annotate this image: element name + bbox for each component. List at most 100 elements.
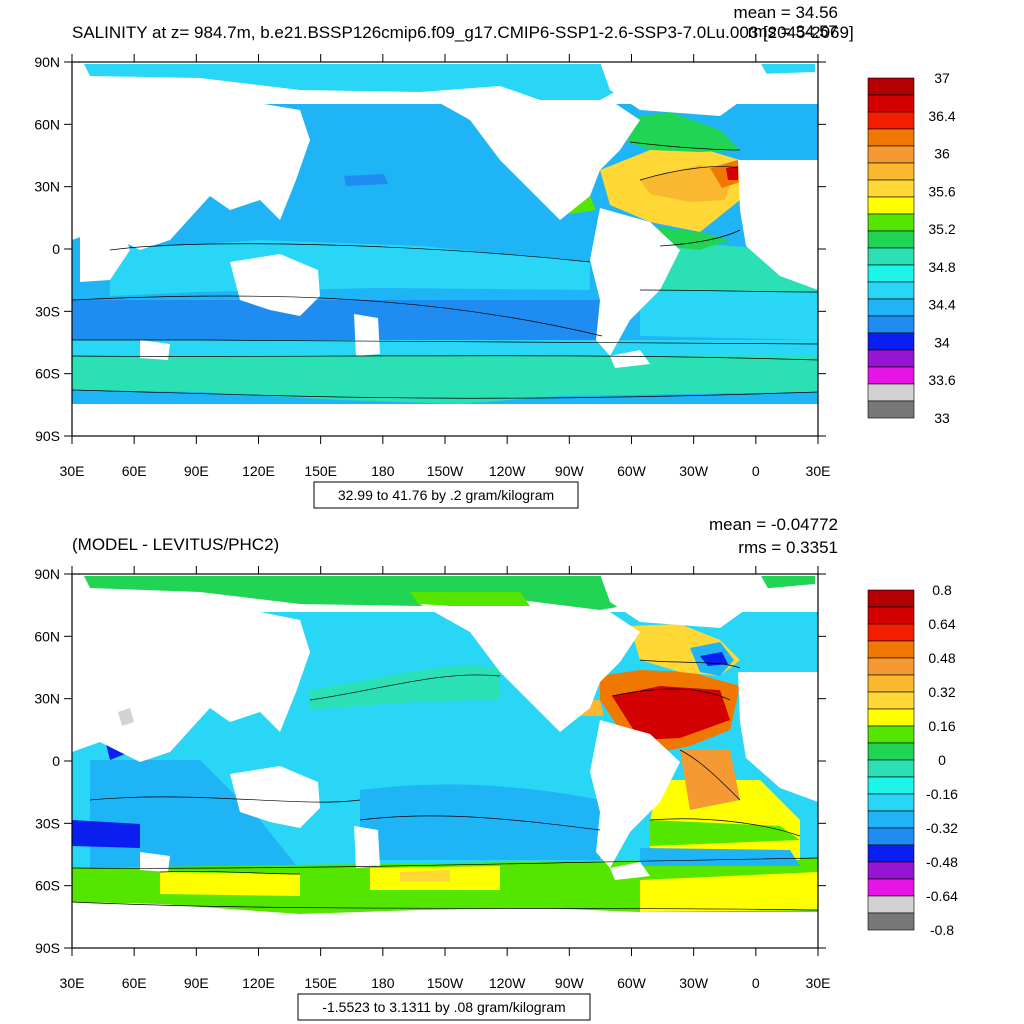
lon-tick-label: 150W	[427, 975, 464, 991]
colorbar-swatch	[867, 383, 915, 402]
contour-info-box	[297, 993, 591, 1021]
salinity-band	[640, 872, 818, 912]
mediterranean-outflow	[726, 166, 738, 180]
colorbar-swatch	[867, 776, 915, 795]
contour-lines	[71, 659, 819, 911]
colorbar-label: 0	[938, 752, 946, 768]
difference-panel: (MODEL - LEVITUS/PHC2) mean = -0.04772 r…	[34, 515, 958, 1021]
lat-tick-label: 90N	[34, 566, 60, 582]
lat-tick-label: 30S	[35, 303, 60, 319]
mean-label: mean = -0.04772	[709, 515, 838, 534]
lon-tick-label: 90E	[184, 463, 209, 479]
colorbar-swatch	[867, 179, 915, 198]
colorbar-label: 35.6	[928, 183, 955, 199]
land-mask-gray	[118, 708, 134, 726]
lat-tick-label: 0	[52, 753, 60, 769]
africa-land	[80, 220, 130, 282]
salinity-band	[360, 784, 600, 860]
lat-tick-label: 60S	[35, 878, 60, 894]
salinity-band	[700, 652, 728, 666]
lon-tick-label: 180	[371, 463, 395, 479]
colorbar-label: 0.16	[928, 718, 955, 734]
colorbar-swatch	[867, 145, 915, 164]
colorbar-swatch	[867, 247, 915, 266]
lon-tick-label: 90E	[184, 975, 209, 991]
lon-tick-label: 30E	[806, 975, 831, 991]
salinity-band	[628, 112, 740, 152]
salinity-band	[72, 300, 602, 340]
colorbar-swatch	[867, 111, 915, 130]
colorbar-label: 0.64	[928, 616, 955, 632]
colorbar-label: -0.16	[926, 786, 958, 802]
colorbar-swatch	[867, 77, 915, 96]
colorbar-swatch	[867, 895, 915, 914]
lon-tick-label: 90W	[555, 463, 585, 479]
arctic-band	[410, 592, 530, 606]
latitude-axis: 90N 60N 30N 0 30S 60S 90S	[34, 54, 826, 444]
lon-tick-label: 30E	[60, 975, 85, 991]
colorbar-label: 0.32	[928, 684, 955, 700]
lon-tick-label: 120W	[489, 975, 526, 991]
salinity-band	[640, 848, 800, 866]
africa-east-land	[738, 160, 818, 290]
salinity-band	[640, 165, 735, 202]
colorbar-label: 36.4	[928, 108, 955, 124]
lon-tick-label: 180	[371, 975, 395, 991]
lon-tick-label: 0	[752, 463, 760, 479]
colorbar-swatch	[867, 281, 915, 300]
lon-tick-label: 150W	[427, 463, 464, 479]
colorbar-swatch	[867, 128, 915, 147]
lon-tick-label: 30W	[679, 463, 709, 479]
greenland-land	[600, 574, 770, 628]
australia-land	[230, 766, 320, 828]
colorbar: 37 36.4 36 35.6 35.2 34.8 34.4 34 33.6 33	[867, 70, 956, 426]
colorbar-swatch	[867, 793, 915, 812]
salinity-band	[72, 820, 140, 848]
salinity-band	[400, 870, 450, 882]
colorbar-swatch	[867, 162, 915, 181]
drake-passage-land	[610, 350, 650, 368]
lon-tick-label: 120W	[489, 463, 526, 479]
mean-label: mean = 34.56	[734, 3, 838, 22]
longitude-axis: 30E 60E 90E 120E 150E 180 150W 120W 90W 60W 30W 0 30…	[60, 566, 831, 991]
colorbar-label: -0.32	[926, 820, 958, 836]
lon-tick-label: 0	[752, 975, 760, 991]
lon-tick-label: 150E	[304, 463, 337, 479]
lon-tick-label: 120E	[242, 975, 275, 991]
lon-tick-label: 150E	[304, 975, 337, 991]
contour-info-box	[313, 481, 579, 509]
colorbar-swatch	[867, 230, 915, 249]
colorbar-label: -0.64	[926, 888, 958, 904]
lat-tick-label: 60N	[34, 116, 60, 132]
panel-title: (MODEL - LEVITUS/PHC2)	[72, 535, 279, 554]
colorbar-label: 33	[934, 410, 950, 426]
colorbar-swatch	[867, 213, 915, 232]
colorbar-label: -0.8	[930, 922, 954, 938]
colorbar-swatch	[867, 827, 915, 846]
colorbar-label: 36	[934, 146, 950, 162]
map-plot-area	[71, 61, 819, 437]
panel-title: SALINITY at z= 984.7m, b.e21.BSSP126cmip…	[72, 23, 854, 42]
north-america-land	[420, 92, 640, 220]
salinity-band	[680, 750, 740, 810]
lon-tick-label: 60E	[122, 975, 147, 991]
lat-tick-label: 30S	[35, 815, 60, 831]
salinity-band	[72, 340, 818, 356]
rms-label: rms = 34.57	[748, 22, 838, 41]
colorbar-swatch	[867, 315, 915, 334]
south-america-land	[590, 720, 680, 868]
salinity-band	[90, 760, 300, 880]
contour-info-label: -1.5523 to 3.1311 by .08 gram/kilogram	[322, 999, 565, 1015]
colorbar-label: 34	[934, 334, 950, 350]
colorbar-swatch	[867, 912, 915, 931]
lat-tick-label: 90S	[35, 940, 60, 956]
lat-tick-label: 90N	[34, 54, 60, 70]
colorbar: 0.8 0.64 0.48 0.32 0.16 0 -0.16 -0.32 -0.48 -0.64…	[867, 582, 958, 938]
salinity-band	[640, 290, 818, 340]
colorbar-swatch	[867, 742, 915, 761]
rms-label: rms = 0.3351	[738, 538, 838, 557]
colorbar-swatch	[867, 589, 915, 608]
lon-tick-label: 90W	[555, 975, 585, 991]
colorbar-swatch	[867, 298, 915, 317]
colorbar-swatch	[867, 657, 915, 676]
